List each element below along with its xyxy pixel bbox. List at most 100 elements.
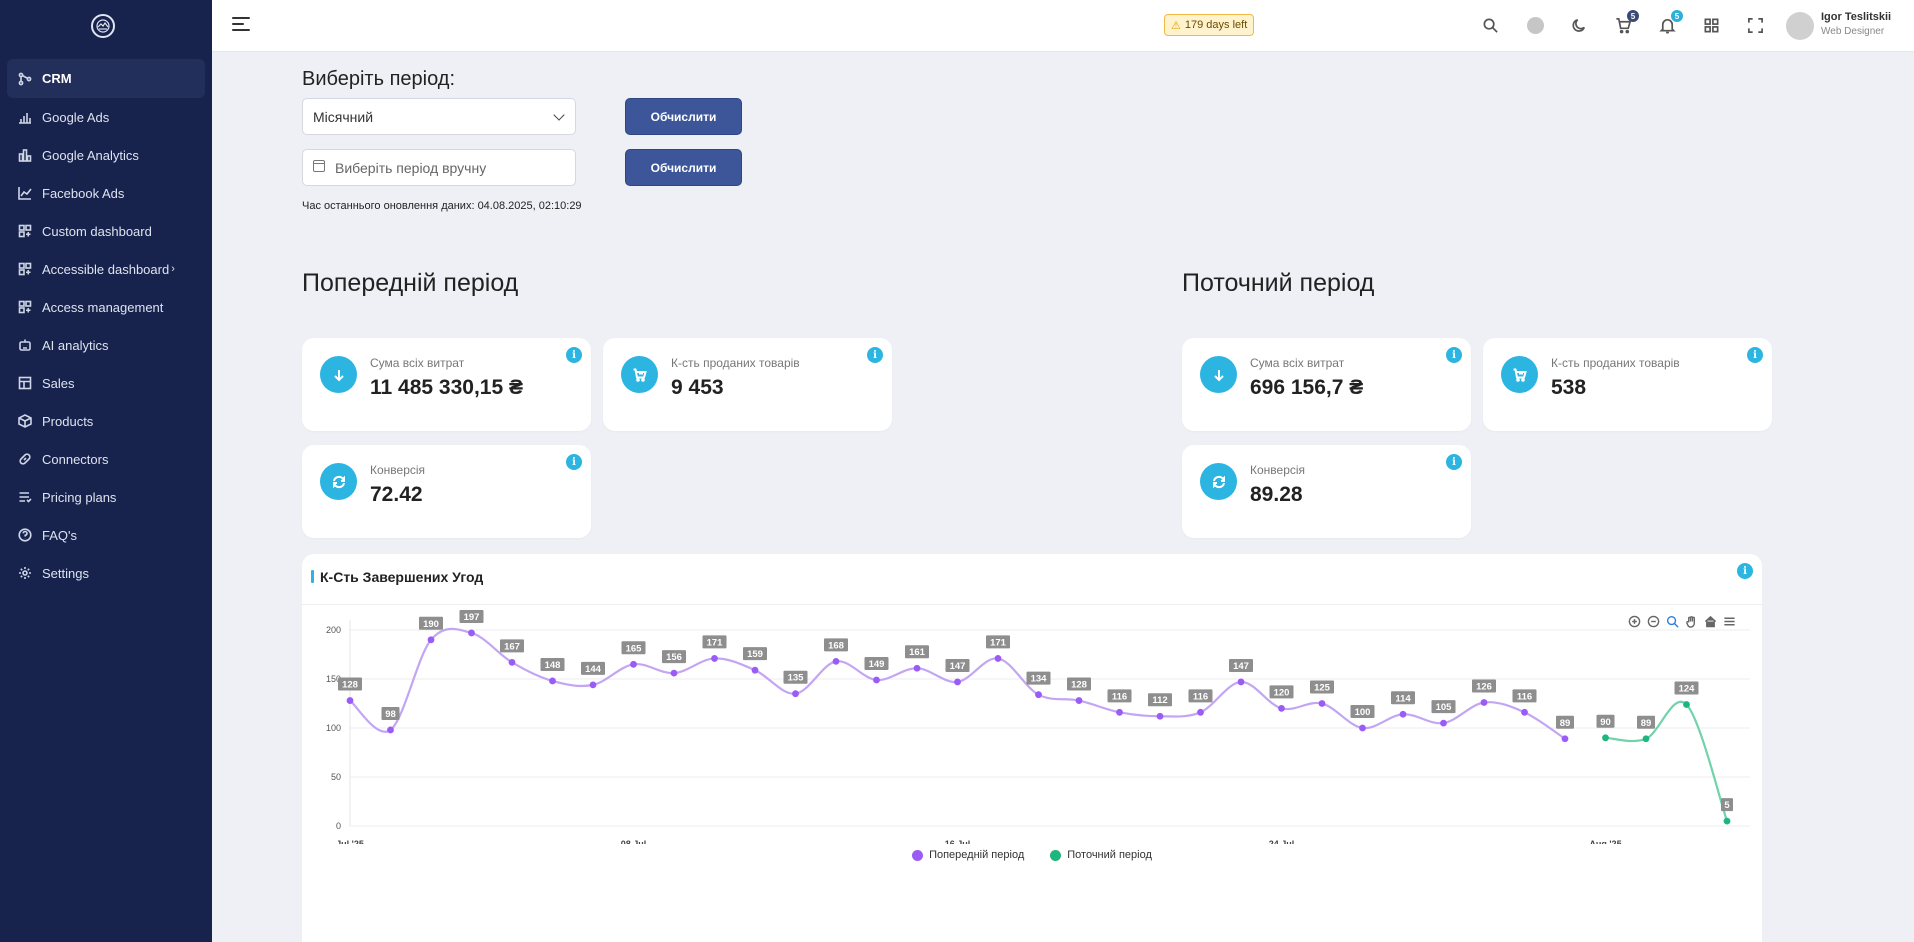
data-point [1197, 708, 1204, 716]
cart-icon [621, 356, 658, 393]
search-icon[interactable] [1480, 15, 1500, 35]
kpi-label: К-сть проданих товарів [671, 356, 800, 370]
legend-label-previous: Попередній період [929, 849, 1025, 861]
data-label: 171 [707, 637, 724, 648]
info-icon[interactable]: i [1747, 347, 1763, 363]
chart-title-accent [311, 570, 314, 583]
data-label-bg [702, 635, 727, 649]
menu-toggle-icon[interactable] [232, 17, 250, 33]
info-icon[interactable]: i [1446, 454, 1462, 470]
data-label-bg [945, 658, 970, 672]
logo[interactable] [91, 14, 115, 38]
info-icon[interactable]: i [1737, 563, 1753, 579]
sidebar-item-settings[interactable]: Settings [7, 554, 205, 592]
legend-item-previous[interactable]: Попередній період [912, 849, 1024, 861]
sidebar-item-sales[interactable]: Sales [7, 364, 205, 402]
deals-line-chart: 0 50 100 150 200 Jul '25 08 Jul 16 Jul 24 Jul Aug… [326, 609, 1750, 844]
data-label: 116 [1517, 691, 1532, 702]
sidebar-item-accessible-dashboard[interactable]: Accessible dashboard › [7, 250, 205, 288]
user-role: Web Designer [1821, 26, 1885, 37]
sidebar-item-facebook-ads[interactable]: Facebook Ads [7, 174, 205, 212]
chart-menu-icon[interactable] [1722, 614, 1736, 628]
help-icon [18, 528, 32, 542]
sidebar-item-custom-dashboard[interactable]: Custom dashboard [7, 212, 205, 250]
chevron-right-icon: › [171, 263, 175, 275]
sidebar-item-access-management[interactable]: Access management [7, 288, 205, 326]
warning-icon: ⚠ [1171, 19, 1181, 32]
info-icon[interactable]: i [566, 454, 582, 470]
cart-icon[interactable]: 5 [1613, 10, 1639, 35]
data-label: 134 [1031, 674, 1048, 685]
sidebar-item-products[interactable]: Products [7, 402, 205, 440]
zoom-out-icon[interactable] [1646, 614, 1660, 628]
arrow-down-icon [1200, 356, 1237, 393]
crm-icon [18, 72, 32, 86]
data-point [751, 666, 759, 674]
box-icon [18, 414, 32, 428]
data-point [1237, 678, 1245, 686]
kpi-value: 72.42 [370, 483, 423, 506]
status-dot-icon[interactable] [1525, 15, 1545, 35]
data-point [873, 676, 880, 684]
data-label-bg [864, 656, 889, 670]
avatar[interactable] [1786, 12, 1814, 40]
pan-hand-icon[interactable] [1684, 614, 1698, 628]
reset-zoom-home-icon[interactable] [1703, 614, 1717, 628]
data-label: 124 [1679, 683, 1696, 694]
sidebar-item-google-analytics[interactable]: Google Analytics [7, 136, 205, 174]
sidebar-item-label: Custom dashboard [42, 223, 152, 239]
date-range-input[interactable]: Виберіть період вручну [302, 149, 576, 186]
data-label: 168 [828, 640, 844, 651]
notification-count-badge: 5 [1671, 10, 1683, 22]
data-label-bg [743, 647, 767, 661]
main-content: Виберіть період: Місячний Обчислити Вибе… [212, 52, 1914, 942]
data-label-bg [1350, 705, 1375, 718]
info-icon[interactable]: i [1446, 347, 1462, 363]
selection-zoom-icon[interactable] [1665, 614, 1679, 628]
sidebar-item-crm[interactable]: CRM [7, 59, 205, 98]
calculate-manual-button[interactable]: Обчислити [625, 149, 742, 186]
data-point [954, 678, 961, 686]
data-label-bg [1472, 679, 1496, 693]
data-point [1480, 699, 1488, 706]
data-label: 116 [1193, 691, 1208, 702]
sidebar-item-connectors[interactable]: Connectors [7, 440, 205, 478]
data-point [387, 726, 394, 734]
fullscreen-icon[interactable] [1745, 15, 1765, 35]
robot-icon [18, 338, 32, 352]
calculate-button[interactable]: Обчислити [625, 98, 742, 135]
sidebar-item-ai-analytics[interactable]: AI analytics [7, 326, 205, 364]
data-label-bg [381, 706, 400, 720]
data-label: 100 [1355, 707, 1371, 718]
data-label: 116 [1112, 691, 1127, 702]
data-point [1035, 691, 1042, 699]
data-label-bg [986, 635, 1010, 649]
data-point [711, 655, 718, 662]
line-chart-icon [18, 186, 32, 200]
data-label: 159 [747, 649, 763, 660]
data-label: 135 [788, 673, 805, 684]
legend-item-current[interactable]: Поточний період [1050, 849, 1152, 861]
sidebar: CRM Google Ads Google Analytics Facebook… [0, 0, 212, 942]
deals-chart-card: К-Сть Завершених Угод i 0 50 100 150 200 Jul … [302, 554, 1762, 942]
dark-mode-icon[interactable] [1569, 15, 1589, 35]
data-label: 89 [1560, 718, 1571, 729]
info-icon[interactable]: i [867, 347, 883, 363]
sidebar-item-label: Pricing plans [42, 489, 117, 505]
bell-icon[interactable]: 5 [1657, 10, 1683, 35]
period-select[interactable]: Місячний [302, 98, 576, 135]
info-icon[interactable]: i [566, 347, 582, 363]
sidebar-item-google-ads[interactable]: Google Ads [7, 98, 205, 136]
sidebar-item-faqs[interactable]: FAQ's [7, 516, 205, 554]
sidebar-item-pricing-plans[interactable]: Pricing plans [7, 478, 205, 516]
data-label: 125 [1314, 683, 1331, 694]
kpi-label: Конверсія [1250, 463, 1306, 477]
trial-badge[interactable]: ⚠ 179 days left [1164, 14, 1255, 36]
data-label-bg [1310, 680, 1334, 694]
data-label-bg [1229, 658, 1253, 672]
apps-grid-icon[interactable] [1701, 15, 1721, 35]
sidebar-item-label: Connectors [42, 451, 109, 467]
data-label-bg [1512, 689, 1537, 703]
zoom-in-icon[interactable] [1627, 614, 1641, 628]
link-icon [18, 452, 32, 466]
